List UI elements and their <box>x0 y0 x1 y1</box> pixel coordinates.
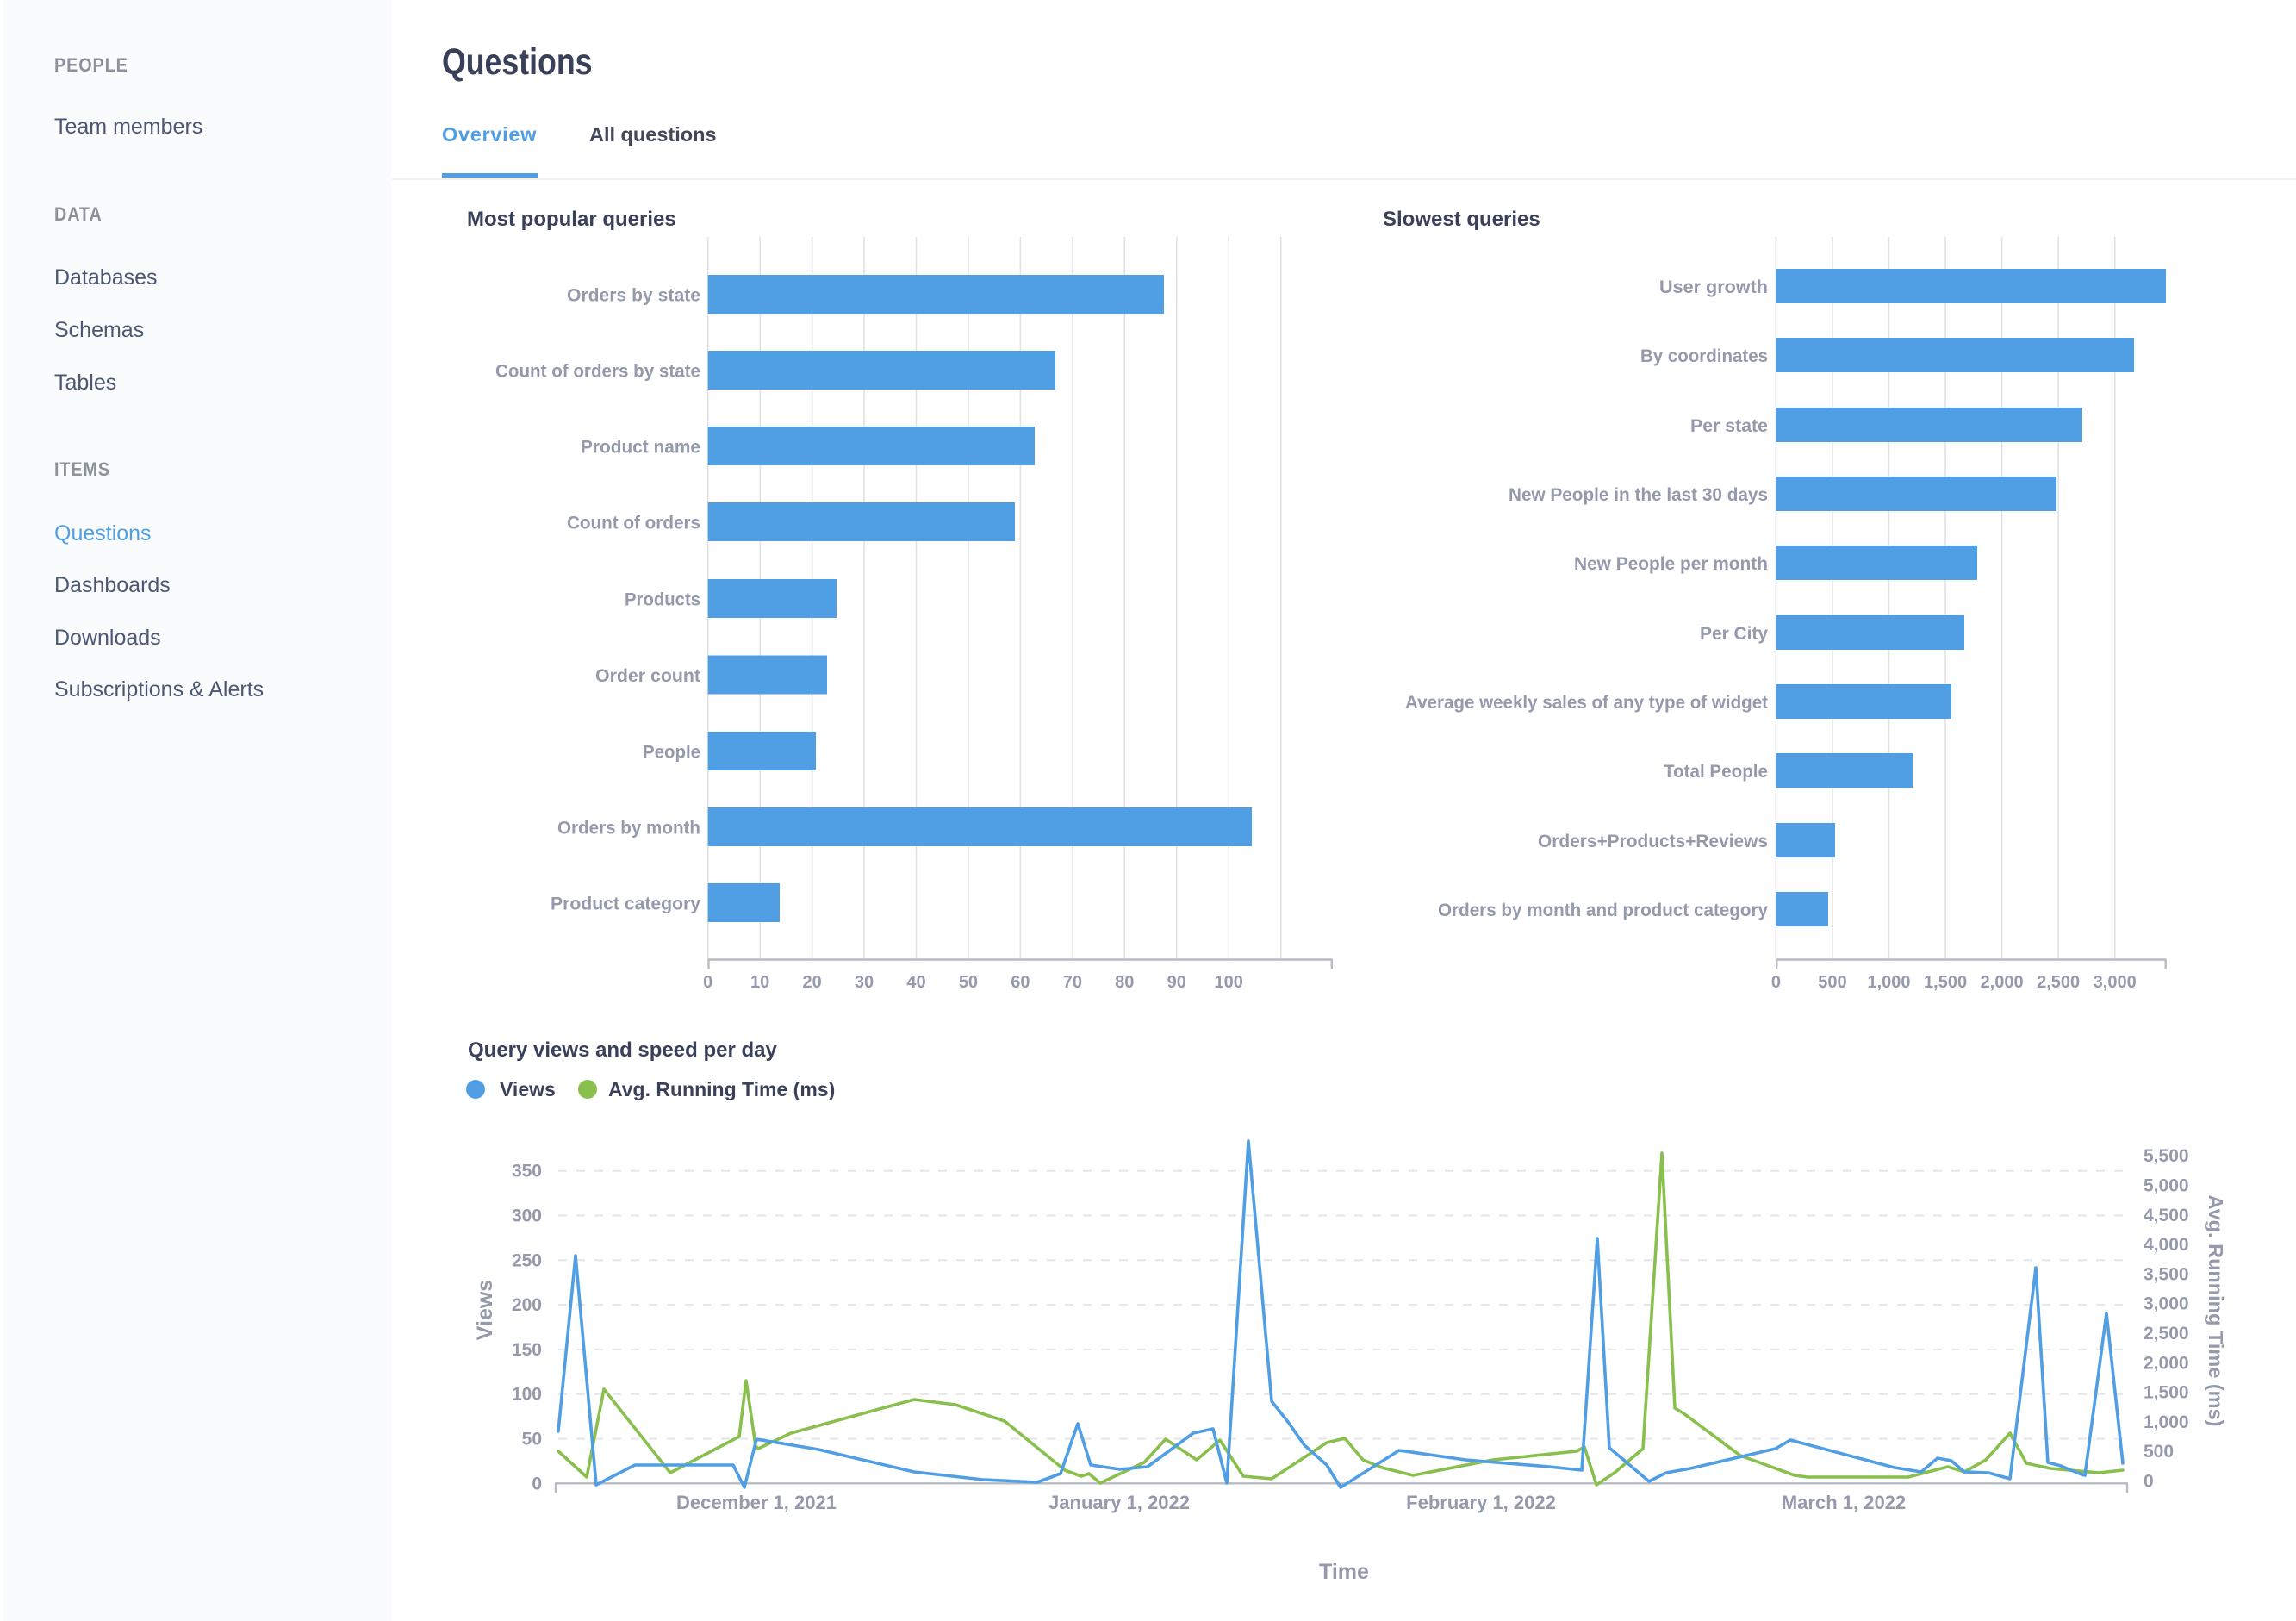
svg-text:30: 30 <box>855 973 874 992</box>
svg-text:Most popular queries: Most popular queries <box>467 208 676 231</box>
svg-text:150: 150 <box>512 1340 542 1360</box>
svg-text:January 1, 2022: January 1, 2022 <box>1048 1492 1190 1513</box>
svg-text:By coordinates: By coordinates <box>1640 346 1768 366</box>
svg-text:50: 50 <box>522 1430 542 1450</box>
svg-text:1,500: 1,500 <box>1924 973 1967 992</box>
svg-text:50: 50 <box>959 973 978 992</box>
svg-text:90: 90 <box>1167 973 1186 992</box>
svg-text:500: 500 <box>1818 973 1846 992</box>
svg-text:200: 200 <box>512 1295 542 1315</box>
svg-text:Orders by state: Orders by state <box>567 285 700 306</box>
svg-text:100: 100 <box>512 1385 542 1405</box>
svg-text:0: 0 <box>703 973 712 992</box>
svg-text:20: 20 <box>802 973 821 992</box>
svg-text:Views: Views <box>500 1078 556 1100</box>
svg-text:250: 250 <box>512 1250 542 1270</box>
svg-text:4,500: 4,500 <box>2144 1206 2189 1225</box>
svg-text:0: 0 <box>1771 973 1781 992</box>
svg-text:350: 350 <box>512 1162 542 1181</box>
svg-text:Per City: Per City <box>1700 623 1768 644</box>
svg-text:Orders+Products+Reviews: Orders+Products+Reviews <box>1538 831 1768 851</box>
svg-text:80: 80 <box>1115 973 1134 992</box>
svg-text:3,000: 3,000 <box>2144 1294 2189 1314</box>
svg-text:100: 100 <box>1215 973 1243 992</box>
svg-text:Products: Products <box>625 589 700 610</box>
svg-text:New People per month: New People per month <box>1574 553 1768 574</box>
svg-text:December 1, 2021: December 1, 2021 <box>676 1492 837 1513</box>
svg-text:2,500: 2,500 <box>2037 973 2080 992</box>
svg-text:1,500: 1,500 <box>2144 1383 2189 1403</box>
svg-text:3,500: 3,500 <box>2144 1264 2189 1284</box>
svg-text:5,000: 5,000 <box>2144 1176 2189 1196</box>
svg-text:Count of orders by state: Count of orders by state <box>495 361 700 382</box>
svg-text:Average weekly sales of any ty: Average weekly sales of any type of widg… <box>1405 692 1768 713</box>
svg-text:Total People: Total People <box>1664 761 1768 782</box>
svg-text:3,000: 3,000 <box>2094 973 2137 992</box>
svg-text:Query views and speed per day: Query views and speed per day <box>468 1038 777 1062</box>
svg-text:60: 60 <box>1011 973 1030 992</box>
svg-text:2,000: 2,000 <box>2144 1353 2189 1373</box>
svg-text:Count of orders: Count of orders <box>567 513 700 533</box>
svg-text:40: 40 <box>906 973 925 992</box>
svg-text:People: People <box>643 742 700 763</box>
svg-text:Avg. Running Time (ms): Avg. Running Time (ms) <box>2205 1195 2227 1427</box>
svg-text:Avg. Running Time (ms): Avg. Running Time (ms) <box>608 1078 835 1100</box>
svg-text:0: 0 <box>532 1474 542 1493</box>
svg-text:Views: Views <box>473 1280 497 1340</box>
svg-text:Per state: Per state <box>1690 415 1768 436</box>
svg-text:500: 500 <box>2144 1442 2174 1462</box>
svg-text:1,000: 1,000 <box>2144 1412 2189 1432</box>
svg-text:10: 10 <box>750 973 769 992</box>
svg-text:February 1, 2022: February 1, 2022 <box>1406 1492 1556 1513</box>
svg-text:70: 70 <box>1063 973 1082 992</box>
svg-text:300: 300 <box>512 1206 542 1226</box>
svg-text:Time: Time <box>1319 1560 1369 1584</box>
svg-text:User growth: User growth <box>1659 277 1768 297</box>
svg-text:March 1, 2022: March 1, 2022 <box>1782 1492 1906 1513</box>
svg-text:2,500: 2,500 <box>2144 1324 2189 1344</box>
svg-text:Orders by month and product ca: Orders by month and product category <box>1438 900 1768 920</box>
svg-text:5,500: 5,500 <box>2144 1146 2189 1166</box>
svg-text:New People in the last 30 days: New People in the last 30 days <box>1509 484 1768 505</box>
svg-text:1,000: 1,000 <box>1867 973 1910 992</box>
svg-text:Orders by month: Orders by month <box>557 818 700 839</box>
svg-text:Product name: Product name <box>581 437 700 458</box>
svg-text:0: 0 <box>2144 1472 2154 1492</box>
svg-text:Product category: Product category <box>551 894 700 914</box>
svg-text:Slowest queries: Slowest queries <box>1383 208 1540 231</box>
svg-text:2,000: 2,000 <box>1981 973 2024 992</box>
svg-text:4,000: 4,000 <box>2144 1235 2189 1255</box>
svg-text:Order count: Order count <box>595 665 700 686</box>
